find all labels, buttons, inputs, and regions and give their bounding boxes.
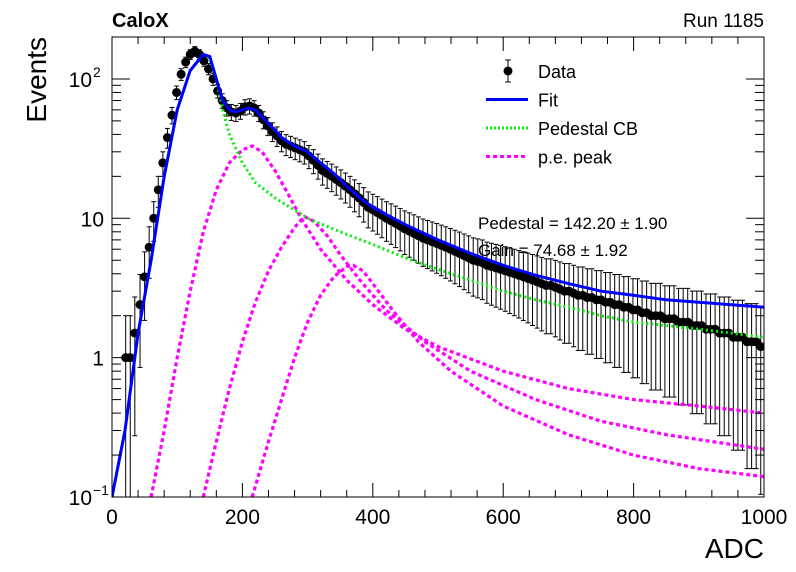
fit-annotations: Pedestal = 142.20 ± 1.90 Gain = 74.68 ± … [478, 214, 667, 260]
y-axis-title: Events [21, 37, 52, 123]
y-tick-exponent: 2 [93, 64, 101, 80]
x-tick-label: 200 [225, 506, 260, 529]
plot-area [112, 46, 764, 497]
run-label: Run 1185 [683, 11, 764, 32]
y-tick-label: 10 [69, 69, 92, 92]
pe-peak-curve [201, 214, 764, 497]
y-tick-label: 10 [69, 487, 92, 510]
data-point [172, 87, 182, 97]
legend-label: Fit [538, 91, 558, 111]
pedestal-annotation: Pedestal = 142.20 ± 1.90 [478, 214, 667, 233]
gain-annotation: Gain = 74.68 ± 1.92 [478, 241, 628, 260]
fit-curve [112, 52, 764, 497]
series-layer [112, 46, 764, 497]
legend-label: p.e. peak [538, 148, 613, 168]
legend-entry: p.e. peak [486, 148, 613, 168]
x-tick-label: 0 [106, 506, 118, 529]
legend-marker [503, 66, 513, 76]
data-point [181, 57, 191, 67]
pedestal-cb-curve [112, 52, 764, 497]
data-point [162, 133, 172, 143]
x-tick-label: 1000 [741, 506, 788, 529]
pe-peak-curve [149, 144, 764, 497]
plot-frame [111, 36, 765, 498]
legend-label: Pedestal CB [538, 119, 638, 139]
data-point [203, 64, 213, 74]
legend-entry: Data [503, 59, 577, 83]
data-point [176, 69, 186, 79]
legend-entry: Pedestal CB [486, 119, 638, 139]
x-tick-label: 400 [355, 506, 390, 529]
legend-label: Data [538, 62, 577, 82]
experiment-label: CaloX [112, 10, 169, 32]
x-tick-label: 800 [616, 506, 651, 529]
x-axis-title: ADC [705, 533, 764, 564]
data-point [756, 342, 764, 352]
y-tick-exponent: −1 [93, 482, 109, 498]
x-tick-label: 600 [486, 506, 521, 529]
legend: Data Fit Pedestal CB p.e. peak [486, 59, 638, 168]
legend-entry: Fit [486, 91, 558, 111]
y-tick-label: 10 [81, 208, 104, 231]
y-tick-label: 1 [92, 348, 104, 371]
data-point [125, 353, 135, 363]
